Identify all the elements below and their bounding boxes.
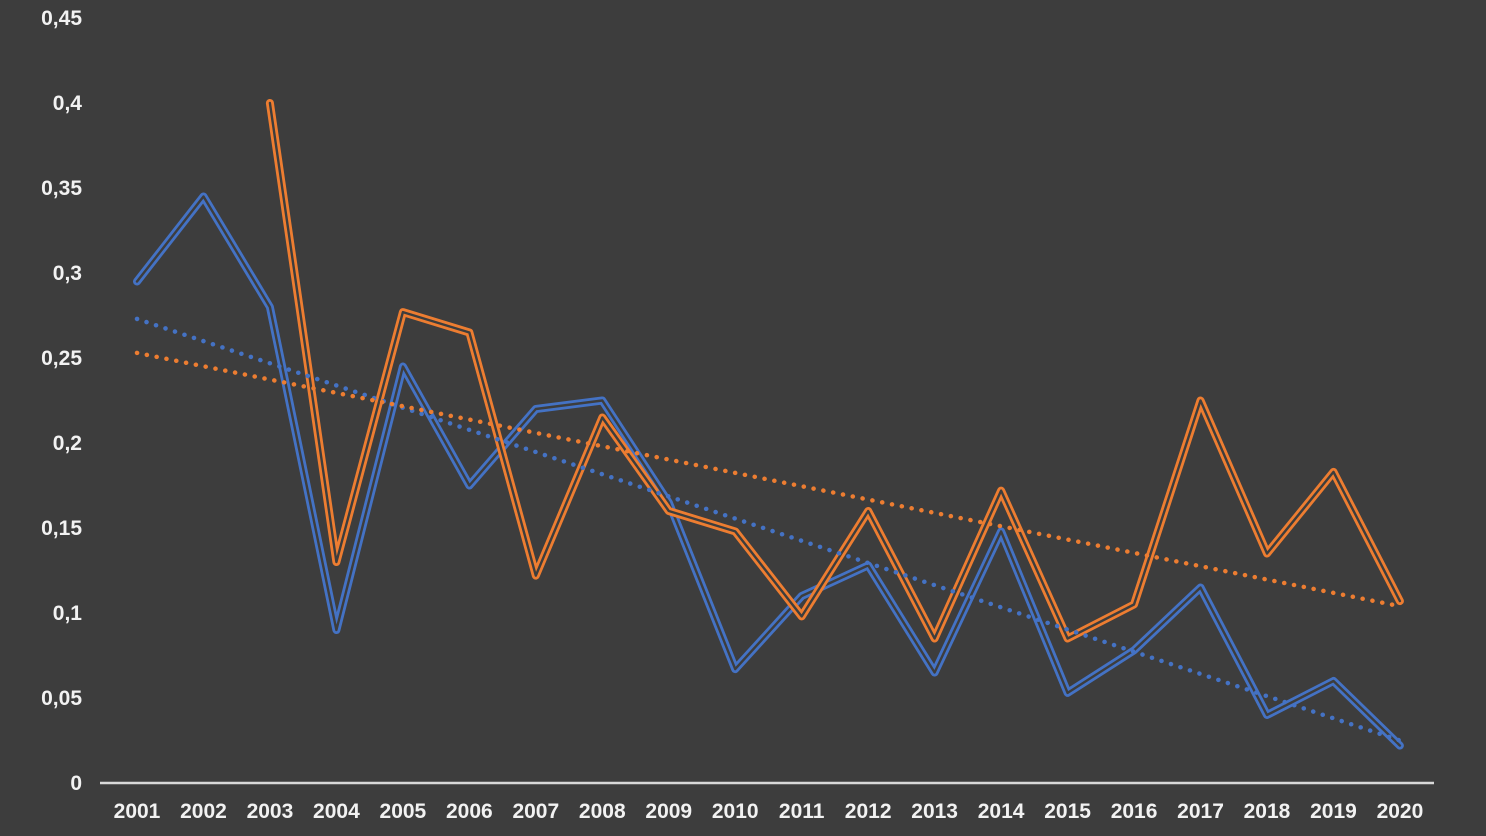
x-axis-tick-label: 2013: [911, 800, 958, 823]
x-axis-tick-label: 2011: [779, 800, 825, 823]
x-axis-tick-label: 2001: [114, 800, 161, 823]
x-axis-tick-label: 2008: [579, 800, 626, 823]
x-axis-tick-label: 2020: [1377, 800, 1424, 823]
y-axis-tick-label: 0,35: [41, 177, 82, 200]
x-axis-tick-label: 2003: [247, 800, 294, 823]
y-axis-tick-label: 0,25: [41, 347, 82, 370]
x-axis-tick-label: 2015: [1044, 800, 1091, 823]
x-axis-tick-label: 2002: [180, 800, 227, 823]
y-axis-tick-label: 0,05: [41, 687, 82, 710]
x-axis-tick-label: 2019: [1310, 800, 1357, 823]
y-axis-tick-label: 0,2: [53, 432, 82, 455]
y-axis-tick-label: 0,15: [41, 517, 82, 540]
blue-series-line-core: [135, 195, 1402, 747]
y-axis-tick-label: 0: [70, 772, 82, 795]
x-axis-tick-label: 2010: [712, 800, 759, 823]
y-axis-tick-label: 0,4: [53, 92, 83, 115]
x-axis-tick-label: 2012: [845, 800, 892, 823]
y-axis-tick-label: 0,45: [41, 7, 82, 30]
x-axis-tick-label: 2009: [645, 800, 692, 823]
orange-series-line-core: [268, 101, 1402, 640]
x-axis-tick-label: 2006: [446, 800, 493, 823]
x-axis-tick-label: 2005: [380, 800, 427, 823]
x-axis-tick-label: 2014: [978, 800, 1025, 823]
x-axis-tick-label: 2017: [1177, 800, 1224, 823]
x-axis-tick-label: 2018: [1244, 800, 1291, 823]
y-axis-tick-label: 0,1: [53, 602, 83, 625]
blue-linear-trendline: [134, 316, 1403, 743]
orange-series-line: [265, 99, 1404, 643]
y-axis-tick-label: 0,3: [53, 262, 82, 285]
x-axis-tick-label: 2016: [1111, 800, 1158, 823]
x-axis-tick-label: 2004: [313, 800, 360, 823]
x-axis-tick-label: 2007: [512, 800, 559, 823]
